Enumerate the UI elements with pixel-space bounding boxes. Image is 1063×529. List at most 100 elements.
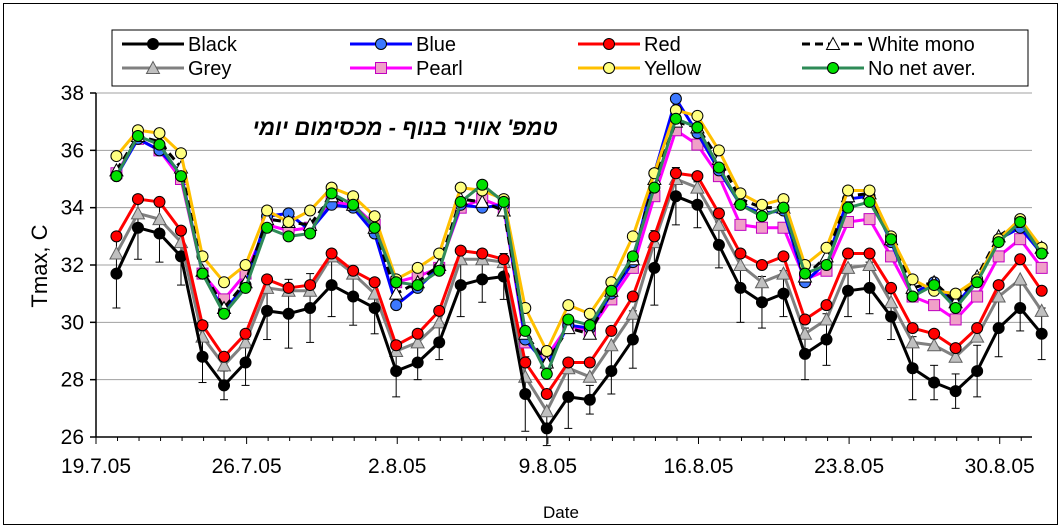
series-red <box>110 167 1048 400</box>
data-point-red <box>1035 284 1048 297</box>
legend-label-no-net-aver: No net aver. <box>868 58 976 80</box>
data-point-yellow <box>842 184 855 197</box>
data-point-black <box>971 365 984 378</box>
data-point-red <box>992 279 1005 292</box>
data-point-yellow <box>174 147 187 160</box>
data-point-red <box>110 230 123 243</box>
legend-marker-black <box>147 38 159 50</box>
data-point-yellow <box>110 150 123 163</box>
legend-label-yellow: Yellow <box>644 58 702 80</box>
data-point-red <box>906 322 919 335</box>
data-point-black <box>820 333 833 346</box>
y-tick-label: 26 <box>61 426 84 449</box>
legend-marker-no-net-aver <box>827 62 839 74</box>
data-point-red <box>519 356 532 369</box>
data-point-black <box>842 284 855 297</box>
data-point-no-net-aver <box>583 319 596 332</box>
data-point-grey <box>883 294 899 309</box>
data-point-red <box>798 313 811 326</box>
y-tick-label: 32 <box>61 254 84 277</box>
data-point-red <box>540 388 553 400</box>
legend-label-pearl: Pearl <box>416 58 463 80</box>
data-point-no-net-aver <box>218 307 231 320</box>
data-point-grey <box>603 337 619 352</box>
data-point-pearl <box>1035 261 1048 274</box>
data-point-no-net-aver <box>476 178 489 191</box>
data-point-no-net-aver <box>842 201 855 214</box>
data-point-no-net-aver <box>519 324 532 337</box>
data-point-no-net-aver <box>433 264 446 277</box>
series-black <box>110 190 1048 435</box>
data-point-pearl <box>992 250 1005 263</box>
data-point-red <box>863 247 876 260</box>
data-point-yellow <box>239 259 252 271</box>
data-point-black <box>712 238 725 251</box>
data-point-no-net-aver <box>992 236 1005 249</box>
data-point-yellow <box>863 184 876 197</box>
data-point-black <box>605 365 618 378</box>
data-point-red <box>971 322 984 335</box>
chart-title: טמפ' אוויר בנוף - מכסימום יומי <box>252 115 557 140</box>
data-point-black <box>798 347 811 360</box>
y-tick-label: 30 <box>61 311 84 334</box>
data-point-yellow <box>755 198 768 211</box>
data-point-red <box>820 299 833 312</box>
data-point-grey <box>948 349 963 363</box>
legend-marker-red <box>603 38 615 50</box>
x-tick-label: 16.8.05 <box>663 455 733 478</box>
data-point-grey <box>840 260 856 274</box>
data-point-no-net-aver <box>454 195 467 208</box>
data-point-yellow <box>540 345 553 357</box>
data-point-black <box>110 267 123 280</box>
data-point-grey <box>625 306 641 320</box>
data-point-red <box>712 207 725 220</box>
data-point-white-mono <box>582 326 598 340</box>
legend: Black Blue Red White mono Grey Pearl Yellow No … <box>111 29 1029 87</box>
data-point-black <box>390 365 403 378</box>
data-point-no-net-aver <box>304 227 317 240</box>
data-point-black <box>992 322 1005 335</box>
data-point-no-net-aver <box>949 302 962 314</box>
data-point-red <box>304 279 317 292</box>
x-tick-label: 19.7.05 <box>61 455 131 478</box>
data-point-yellow <box>368 210 381 223</box>
data-point-white-mono <box>388 286 404 300</box>
data-point-black <box>949 385 962 398</box>
y-tick-label: 38 <box>61 82 84 105</box>
data-point-red <box>648 230 661 243</box>
data-point-no-net-aver <box>110 170 123 183</box>
data-point-red <box>368 276 381 289</box>
data-point-red <box>583 356 596 369</box>
legend-label-white-mono: White mono <box>868 34 975 56</box>
data-point-black <box>347 290 360 303</box>
data-point-grey <box>776 266 791 280</box>
data-point-yellow <box>949 287 962 300</box>
data-point-black <box>282 307 295 320</box>
data-point-no-net-aver <box>626 250 639 263</box>
data-point-no-net-aver <box>755 210 768 223</box>
data-point-black <box>261 304 274 317</box>
data-point-pearl <box>863 213 876 226</box>
data-point-black <box>540 422 553 435</box>
data-point-red <box>476 247 489 260</box>
data-point-no-net-aver <box>906 290 919 303</box>
data-point-yellow <box>454 181 467 194</box>
data-point-grey <box>733 257 748 271</box>
data-point-black <box>218 379 231 392</box>
data-point-grey <box>711 217 727 231</box>
data-point-red <box>325 247 338 260</box>
data-point-yellow <box>218 276 231 289</box>
data-point-black <box>433 336 446 349</box>
axes <box>90 92 1032 444</box>
data-point-pearl <box>928 299 941 312</box>
data-point-black <box>863 281 876 294</box>
data-point-black <box>885 310 898 323</box>
data-point-yellow <box>153 127 166 140</box>
data-point-no-net-aver <box>174 170 187 183</box>
data-point-grey <box>969 329 985 343</box>
data-point-yellow <box>282 216 295 228</box>
data-point-no-net-aver <box>153 138 166 151</box>
data-point-red <box>691 170 704 183</box>
data-point-black <box>325 279 338 292</box>
